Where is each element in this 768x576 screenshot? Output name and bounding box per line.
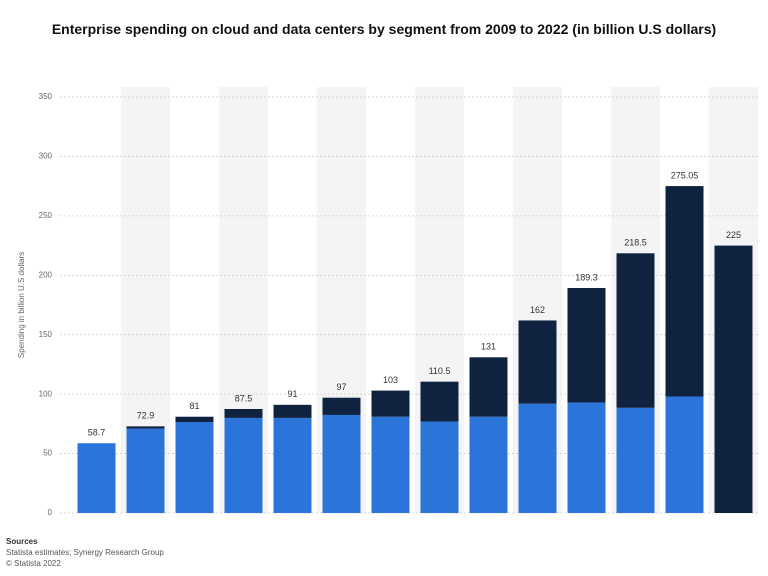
y-tick-label: 100 xyxy=(39,389,53,398)
y-tick-label: 300 xyxy=(39,152,53,161)
bar-segment xyxy=(175,416,214,423)
source: Statista estimates; Synergy Research Gro… xyxy=(6,548,164,557)
total-label: 97 xyxy=(336,382,346,392)
total-label: 162 xyxy=(530,305,545,315)
bar-segment xyxy=(126,426,165,429)
y-tick-label: 50 xyxy=(43,449,52,458)
source-title: Sources xyxy=(6,537,38,546)
copyright: © Statista 2022 xyxy=(6,559,61,568)
bar-segment xyxy=(175,422,214,513)
total-label: 72.9 xyxy=(137,411,155,421)
bar-segment xyxy=(714,245,753,514)
bar-segment xyxy=(469,357,508,417)
bar-segment xyxy=(322,397,361,415)
bar-segment xyxy=(665,186,704,397)
bar-segment xyxy=(273,417,312,513)
total-label: 58.7 xyxy=(88,428,106,438)
total-label: 275.05 xyxy=(671,170,699,180)
bar-segment xyxy=(616,407,655,513)
y-tick-label: 250 xyxy=(39,211,53,220)
total-label: 189.3 xyxy=(575,272,598,282)
total-label: 218.5 xyxy=(624,238,647,248)
bar-segment xyxy=(224,417,263,513)
total-label: 87.5 xyxy=(235,393,253,403)
bar-segment xyxy=(126,428,165,513)
y-tick-label: 150 xyxy=(39,330,53,339)
y-axis-label: Spending in billion U.S dollars xyxy=(17,252,26,358)
total-label: 81 xyxy=(189,401,199,411)
bar-segment xyxy=(371,416,410,513)
y-tick-label: 350 xyxy=(39,92,53,101)
total-label: 225 xyxy=(726,230,741,240)
bar-segment xyxy=(616,253,655,408)
bar-segment xyxy=(322,414,361,513)
bar-segment xyxy=(77,443,116,513)
total-label: 131 xyxy=(481,342,496,352)
chart-title: Enterprise spending on cloud and data ce… xyxy=(51,21,717,37)
bar-segment xyxy=(567,402,606,513)
bar-segment xyxy=(224,409,263,418)
bar-segment xyxy=(371,390,410,417)
bar-segment xyxy=(567,288,606,403)
bar-segment xyxy=(273,404,312,418)
bar-segment xyxy=(420,421,459,513)
bar-segment xyxy=(420,381,459,422)
total-label: 110.5 xyxy=(429,366,451,376)
bar-segment xyxy=(518,320,557,404)
bar-segment xyxy=(665,396,704,513)
y-tick-label: 200 xyxy=(39,270,53,279)
bar-segment xyxy=(518,403,557,513)
y-tick-label: 0 xyxy=(48,508,53,517)
total-label: 103 xyxy=(383,375,398,385)
total-label: 91 xyxy=(287,389,297,399)
bar-segment xyxy=(469,416,508,513)
